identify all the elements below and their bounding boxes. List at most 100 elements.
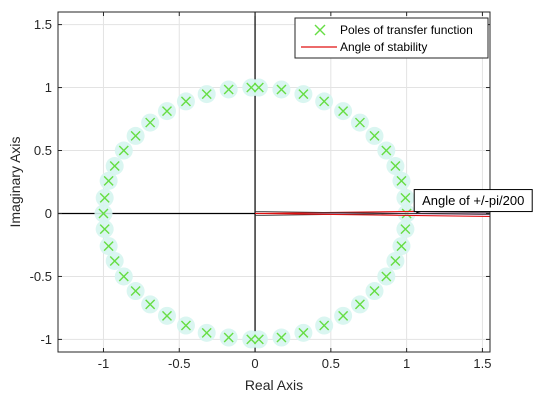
pole-marker-19	[319, 320, 330, 331]
pole-marker-18	[338, 310, 349, 321]
pole-marker-33	[99, 192, 110, 203]
pole-marker-stroke-b	[130, 286, 141, 297]
y-tick-label-1: -0.5	[30, 269, 52, 284]
pole-marker-25	[201, 89, 212, 100]
pole-marker-stroke-b	[103, 241, 114, 252]
pole-marker-stroke-b	[396, 241, 407, 252]
pole-marker-29	[130, 130, 141, 141]
pole-marker-34	[98, 208, 109, 219]
legend-marker-poles-b	[314, 24, 326, 36]
pole-marker-stroke-b	[109, 161, 120, 172]
stability-line-shadow-0	[255, 212, 490, 216]
pole-marker-stroke-b	[161, 106, 172, 117]
x-tick-label-1: -0.5	[168, 356, 190, 371]
x-tick-label-4: 1	[403, 356, 410, 371]
pole-marker-17	[354, 299, 365, 310]
pole-marker-stroke-b	[180, 96, 191, 107]
pole-marker-41	[161, 310, 172, 321]
pole-marker-45	[246, 334, 257, 345]
pole-marker-32	[103, 175, 114, 186]
pole-marker-14	[390, 255, 401, 266]
pole-marker-stroke-b	[298, 327, 309, 338]
pole-marker-10	[400, 192, 411, 203]
pole-marker-stroke-b	[390, 161, 401, 172]
plot-frame	[57, 11, 491, 353]
pole-marker-22	[253, 334, 264, 345]
pole-marker-stroke-b	[400, 192, 411, 203]
stability-line-1	[255, 212, 490, 218]
pole-marker-stroke-b	[161, 310, 172, 321]
pole-marker-stroke-b	[118, 271, 129, 282]
pole-marker-stroke-b	[180, 320, 191, 331]
pole-marker-44	[223, 332, 234, 343]
pole-marker-stroke-b	[298, 89, 309, 100]
pole-marker-stroke-b	[145, 299, 156, 310]
pole-marker-12	[400, 224, 411, 235]
pole-marker-stroke-b	[354, 299, 365, 310]
pole-marker-43	[201, 327, 212, 338]
pole-marker-stroke-b	[390, 255, 401, 266]
x-tick-label-3: 0.5	[322, 356, 340, 371]
pole-marker-stroke-b	[276, 84, 287, 95]
pole-marker-8	[390, 161, 401, 172]
pole-marker-stroke-b	[338, 106, 349, 117]
pole-marker-stroke-b	[99, 192, 110, 203]
x-tick-label-2: 0	[251, 356, 258, 371]
pole-marker-9	[396, 175, 407, 186]
pole-marker-37	[109, 255, 120, 266]
plot-background	[58, 12, 490, 352]
pole-marker-stroke-b	[145, 117, 156, 128]
legend-box	[294, 17, 489, 59]
legend-marker-poles	[314, 24, 326, 36]
pole-marker-stroke-b	[369, 286, 380, 297]
pole-marker-3	[319, 96, 330, 107]
pole-marker-42	[180, 320, 191, 331]
pole-marker-26	[180, 96, 191, 107]
legend-label-poles: Poles of transfer function	[340, 23, 473, 37]
pole-marker-39	[130, 286, 141, 297]
pole-marker-stroke-b	[223, 332, 234, 343]
pole-marker-36	[103, 241, 114, 252]
legend: Poles of transfer function Angle of stabi…	[294, 17, 489, 59]
pole-marker-35	[99, 224, 110, 235]
pole-marker-21	[276, 332, 287, 343]
pole-marker-7	[381, 145, 392, 156]
pole-marker-13	[396, 241, 407, 252]
legend-label-stability: Angle of stability	[340, 40, 427, 54]
y-tick-label-2: 0	[45, 206, 52, 221]
pole-marker-stroke-b	[98, 208, 109, 219]
x-axis-label: Real Axis	[245, 377, 303, 393]
pole-marker-24	[223, 84, 234, 95]
pole-marker-stroke-b	[201, 89, 212, 100]
x-tick-label-5: 1.5	[473, 356, 491, 371]
pole-marker-stroke-b	[381, 271, 392, 282]
annotation-text: Angle of +/-pi/200	[422, 193, 524, 208]
pole-marker-28	[145, 117, 156, 128]
pole-marker-stroke-b	[319, 320, 330, 331]
ticks: -1 -0.5 0 0.5 1 1.5 -1 -0.5 0 0.5 1 1.5	[30, 12, 491, 371]
pole-marker-1	[276, 84, 287, 95]
pole-marker-27	[161, 106, 172, 117]
pole-marker-stroke-b	[246, 334, 257, 345]
pole-marker-stroke-b	[276, 332, 287, 343]
y-tick-label-4: 1	[45, 80, 52, 95]
pole-marker-20	[298, 327, 309, 338]
pole-marker-2	[298, 89, 309, 100]
pole-marker-stroke-b	[99, 224, 110, 235]
pole-marker-stroke-b	[369, 130, 380, 141]
pole-marker-16	[369, 286, 380, 297]
pole-marker-stroke-b	[201, 327, 212, 338]
x-tick-label-0: -1	[98, 356, 110, 371]
pole-marker-stroke-b	[223, 84, 234, 95]
y-tick-label-5: 1.5	[34, 17, 52, 32]
pole-marker-stroke-b	[118, 145, 129, 156]
poles-series	[94, 78, 416, 349]
pole-marker-stroke-b	[381, 145, 392, 156]
pole-marker-stroke-b	[354, 117, 365, 128]
pole-marker-0	[253, 82, 264, 93]
pole-marker-38	[118, 271, 129, 282]
pole-marker-stroke-b	[253, 82, 264, 93]
pole-marker-stroke-b	[338, 310, 349, 321]
y-tick-label-3: 0.5	[34, 143, 52, 158]
